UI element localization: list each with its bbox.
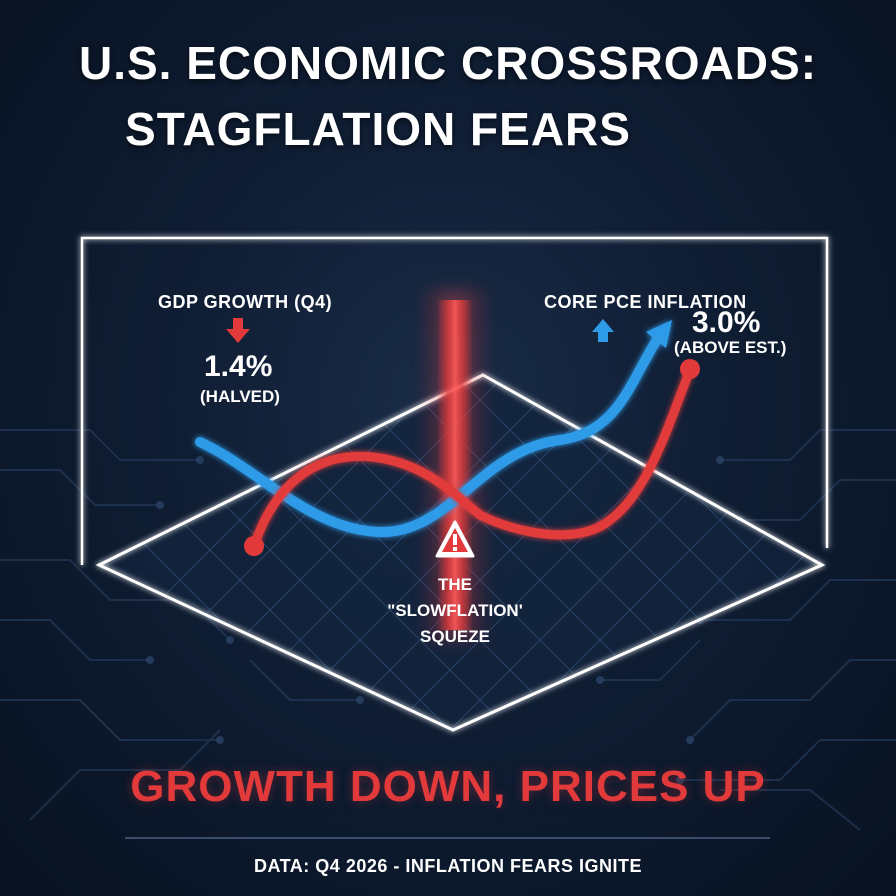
headline: GROWTH DOWN, PRICES UP [130,762,766,811]
title-line-1: U.S. ECONOMIC CROSSROADS: [78,37,818,89]
arrow-up-icon [592,319,614,342]
squeeze-label-line-1: THE [438,575,472,594]
pce-label: CORE PCE INFLATION [544,292,747,312]
gdp-label: GDP GROWTH (Q4) [158,292,333,312]
pce-line-arrowhead [646,320,672,348]
gdp-line [249,365,695,551]
warning-icon [435,520,475,558]
footer-source: DATA: Q4 2026 - INFLATION FEARS IGNITE [253,856,643,876]
gdp-value: 1.4% [204,350,273,383]
pce-value: 3.0% [692,306,761,339]
gdp-line-end-dot [680,359,700,379]
squeeze-label-line-3: SQUEZE [420,627,490,646]
pce-note: (ABOVE EST.) [674,338,787,357]
platform-outline [95,373,826,732]
squeeze-beam [437,300,473,630]
gdp-note: (HALVED) [200,387,280,406]
back-frame [80,236,829,565]
arrow-down-icon [226,318,250,343]
title-line-2: STAGFLATION FEARS [125,103,631,155]
squeeze-label-line-2: "SLOWFLATION' [387,601,523,620]
gdp-line-start-dot [244,536,264,556]
